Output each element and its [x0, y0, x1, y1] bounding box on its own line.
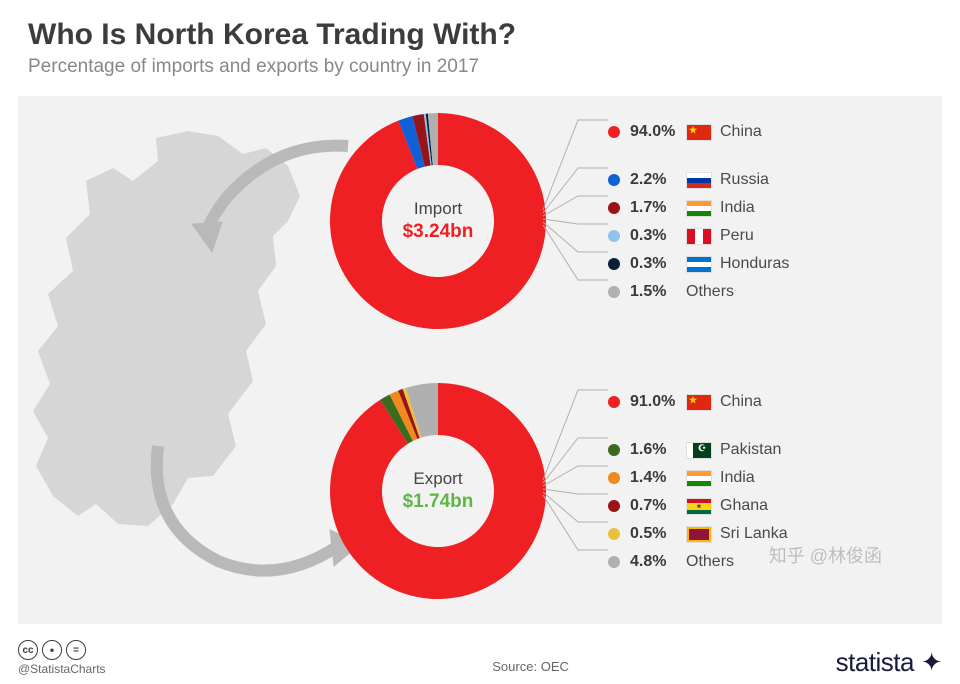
legend-item-honduras: 0.3% Honduras [608, 250, 918, 278]
legend-pct: 0.3% [630, 255, 686, 273]
flag-india-icon [686, 200, 712, 217]
import-leader-lines [538, 106, 618, 336]
header: Who Is North Korea Trading With? Percent… [0, 0, 960, 88]
chart-canvas: Import $3.24bn 94.0%★China2.2%Russia1.7%… [18, 96, 942, 624]
page-title: Who Is North Korea Trading With? [28, 18, 932, 52]
cc-nd-icon: = [66, 640, 86, 660]
legend-name: China [720, 393, 762, 411]
source-label: Source: [492, 659, 537, 674]
legend-pct: 91.0% [630, 393, 686, 411]
legend-pct: 1.7% [630, 199, 686, 217]
legend-name: Sri Lanka [720, 525, 788, 543]
export-donut: Export $1.74bn [323, 376, 553, 611]
legend-dot-icon [608, 528, 620, 540]
legend-dot-icon [608, 500, 620, 512]
legend-item-russia: 2.2% Russia [608, 166, 918, 194]
legend-name: Honduras [720, 255, 789, 273]
source-value: OEC [541, 659, 569, 674]
export-leader-lines [538, 376, 618, 606]
legend-dot-icon [608, 202, 620, 214]
legend-item-peru: 0.3% Peru [608, 222, 918, 250]
import-donut: Import $3.24bn [323, 106, 553, 341]
legend-dot-icon [608, 258, 620, 270]
footer: cc • = @StatistaCharts Source: OEC stati… [18, 630, 942, 676]
legend-name: Ghana [720, 497, 768, 515]
legend-name: China [720, 123, 762, 141]
legend-pct: 0.5% [630, 525, 686, 543]
cc-by-icon: • [42, 640, 62, 660]
legend-name: India [720, 469, 755, 487]
legend-dot-icon [608, 286, 620, 298]
legend-pct: 94.0% [630, 123, 686, 141]
legend-name: Russia [720, 171, 769, 189]
legend-item-ghana: 0.7%★ Ghana [608, 492, 918, 520]
legend-item-others: 1.5%Others [608, 278, 918, 306]
flag-pakistan-icon: ☪ [686, 442, 712, 459]
page-subtitle: Percentage of imports and exports by cou… [28, 56, 932, 78]
legend-dot-icon [608, 174, 620, 186]
legend-dot-icon [608, 472, 620, 484]
brand-logo: statista ✦ [836, 647, 942, 678]
legend-dot-icon [608, 396, 620, 408]
legend-item-india: 1.7% India [608, 194, 918, 222]
flag-russia-icon [686, 172, 712, 189]
legend-name: Others [686, 553, 734, 571]
legend-item-india: 1.4% India [608, 464, 918, 492]
legend-dot-icon [608, 444, 620, 456]
legend-item-pakistan: 1.6%☪ Pakistan [608, 436, 918, 464]
legend-name: Peru [720, 227, 754, 245]
legend-name: Others [686, 283, 734, 301]
flag-india-icon [686, 470, 712, 487]
flag-peru-icon [686, 228, 712, 245]
flag-honduras-icon [686, 256, 712, 273]
legend-dot-icon [608, 126, 620, 138]
source-line: Source: OEC [492, 659, 569, 674]
legend-pct: 0.7% [630, 497, 686, 515]
flag-srilanka-icon [686, 526, 712, 543]
import-legend: 94.0%★China2.2%Russia1.7%India0.3%Peru0.… [608, 118, 918, 306]
legend-pct: 0.3% [630, 227, 686, 245]
handle: @StatistaCharts [18, 662, 106, 676]
flag-china-icon: ★ [686, 124, 712, 141]
watermark: 知乎 @林俊函 [769, 542, 882, 568]
legend-pct: 1.6% [630, 441, 686, 459]
legend-dot-icon [608, 230, 620, 242]
legend-pct: 1.5% [630, 283, 686, 301]
flag-china-icon: ★ [686, 394, 712, 411]
legend-pct: 1.4% [630, 469, 686, 487]
legend-pct: 2.2% [630, 171, 686, 189]
legend-name: Pakistan [720, 441, 781, 459]
legend-item-china: 94.0%★ China [608, 118, 918, 146]
legend-item-china: 91.0%★ China [608, 388, 918, 416]
cc-icon: cc [18, 640, 38, 660]
cc-icons: cc • = [18, 640, 106, 660]
flag-ghana-icon: ★ [686, 498, 712, 515]
legend-pct: 4.8% [630, 553, 686, 571]
legend-name: India [720, 199, 755, 217]
legend-dot-icon [608, 556, 620, 568]
